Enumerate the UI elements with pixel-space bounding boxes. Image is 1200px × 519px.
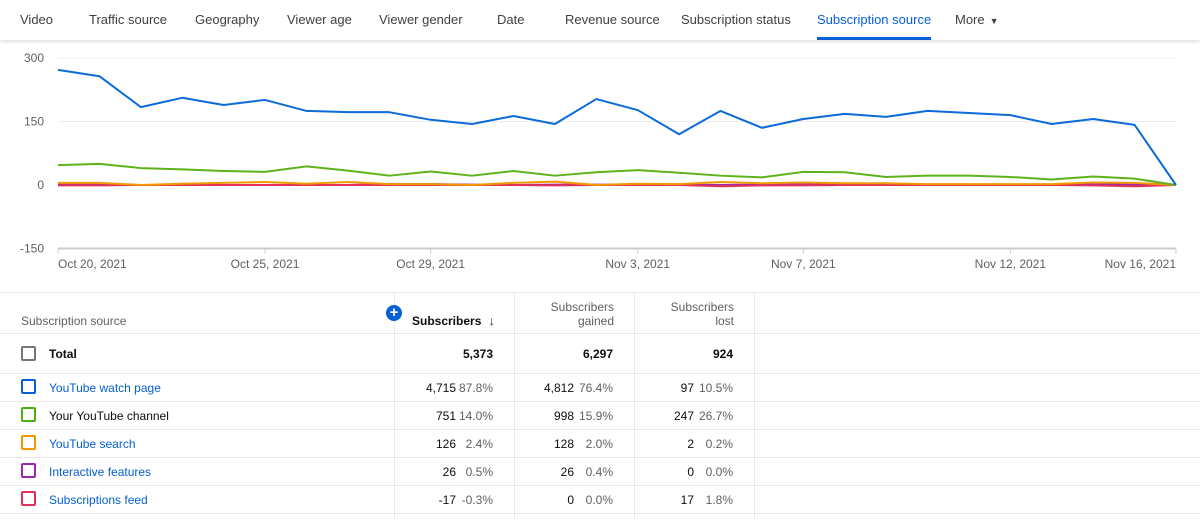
tab-date[interactable]: Date [497,12,525,27]
tab-traffic-source[interactable]: Traffic source [89,12,168,27]
tab-more-label: More [955,12,985,27]
tab-more[interactable]: More ▼ [955,12,999,27]
header-gained-line1: Subscribers [550,300,614,314]
row-gained-pct: 0.4% [585,465,613,479]
header-lost-line1: Subscribers [670,300,734,314]
row-gained: 4,812 [543,381,574,395]
y-tick-label: 300 [24,51,44,65]
row-source-label: Your YouTube channel [49,409,169,423]
header-gained-line2: gained [577,314,614,328]
x-tick-label: Nov 16, 2021 [1105,257,1177,271]
row-lost: 0 [687,465,694,479]
row-gained: 0 [567,493,574,507]
header-subscribers[interactable]: Subscribers ↓ [412,314,495,328]
row-source-label[interactable]: Subscriptions feed [49,493,148,507]
tab-subscription-status[interactable]: Subscription status [681,12,791,27]
header-subscription-source[interactable]: Subscription source [21,314,127,328]
row-subscribers-pct: -0.3% [461,493,493,507]
x-tick-label: Oct 29, 2021 [396,257,465,271]
row-lost: 247 [673,409,694,423]
total-subscribers: 5,373 [462,347,493,361]
row-subscribers: 26 [442,465,456,479]
row-checkbox[interactable] [21,463,36,478]
row-subscribers-pct: 2.4% [465,437,493,451]
header-lost-line2: lost [715,314,734,328]
header-subscribers-label: Subscribers [412,314,482,328]
row-gained: 128 [553,437,574,451]
series-line-youtube-search [58,180,1177,186]
row-lost-pct: 0.0% [705,465,733,479]
row-checkbox[interactable] [21,435,36,450]
tab-geography[interactable]: Geography [195,12,260,27]
row-subscribers: -17 [438,493,456,507]
add-metric-icon[interactable]: + [386,305,402,321]
row-checkbox[interactable] [21,379,36,394]
sort-down-icon: ↓ [488,314,495,328]
x-tick-label: Nov 3, 2021 [605,257,670,271]
tab-viewer-gender[interactable]: Viewer gender [379,12,463,27]
total-gained: 6,297 [582,347,613,361]
row-lost-pct: 26.7% [698,409,733,423]
row-subscribers: 751 [435,409,456,423]
row-subscribers-pct: 14.0% [458,409,493,423]
row-gained-pct: 0.0% [585,493,613,507]
row-source-label[interactable]: YouTube search [49,437,136,451]
row-subscribers-pct: 87.8% [458,381,493,395]
caret-down-icon: ▼ [989,16,999,26]
total-label: Total [49,347,77,361]
row-lost: 17 [680,493,694,507]
x-tick-label: Oct 20, 2021 [58,257,127,271]
y-tick-label: -150 [20,242,44,256]
row-gained-pct: 76.4% [578,381,613,395]
dimension-tabs: Video Traffic source Geography Viewer ag… [0,0,1200,40]
row-subscribers: 4,715 [425,381,456,395]
line-chart: 300 150 0 -150 Oct 20, 2021 Oct 25, 2021 Oct 2… [20,51,1177,271]
tab-subscription-source[interactable]: Subscription source [817,12,932,40]
row-gained: 998 [553,409,574,423]
total-checkbox[interactable] [21,346,36,361]
x-tick-label: Oct 25, 2021 [231,257,300,271]
series-line-your-youtube-channel [57,162,1177,186]
row-lost-pct: 10.5% [698,381,733,395]
row-lost-pct: 0.2% [705,437,733,451]
y-tick-label: 0 [37,178,44,192]
row-source-label[interactable]: YouTube watch page [49,381,161,395]
row-gained: 26 [560,465,574,479]
total-lost: 924 [712,347,733,361]
row-gained-pct: 2.0% [585,437,613,451]
series-line-youtube-watch-page [57,68,1177,186]
row-lost: 2 [687,437,694,451]
tab-revenue-source[interactable]: Revenue source [565,12,660,27]
y-tick-label: 150 [24,115,44,129]
x-tick-label: Nov 7, 2021 [771,257,836,271]
row-lost-pct: 1.8% [705,493,733,507]
tab-video[interactable]: Video [20,12,54,27]
row-source-label[interactable]: Interactive features [49,465,152,479]
row-lost: 97 [680,381,694,395]
tab-viewer-age[interactable]: Viewer age [287,12,352,27]
row-subscribers: 126 [435,437,456,451]
header-subscribers-lost[interactable]: Subscribers lost [671,300,734,328]
row-gained-pct: 15.9% [578,409,613,423]
row-checkbox[interactable] [21,407,36,422]
x-tick-label: Nov 12, 2021 [975,257,1047,271]
header-subscribers-gained[interactable]: Subscribers gained [551,300,614,328]
row-checkbox[interactable] [21,491,36,506]
row-subscribers-pct: 0.5% [465,465,493,479]
